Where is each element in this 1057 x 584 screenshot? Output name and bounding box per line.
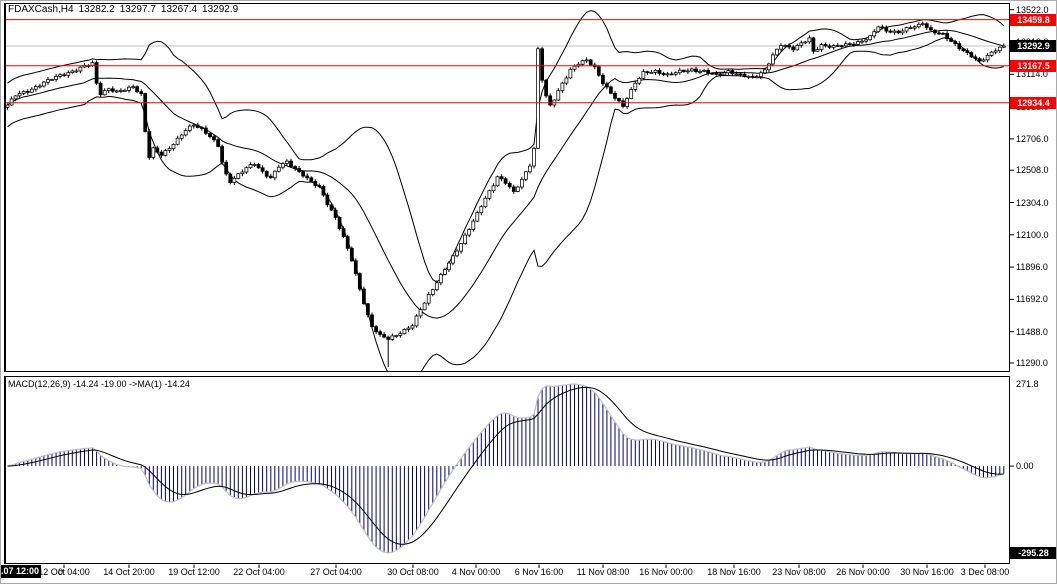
current-price-badge: 13292.9 — [1010, 40, 1056, 52]
time-tick-label: 18 Nov 16:00 — [707, 567, 761, 577]
hline-price-badge: 12934.4 — [1010, 97, 1056, 109]
time-tick-label: 27 Oct 04:00 — [310, 567, 362, 577]
price-tick-label: 12304.0 — [1016, 198, 1049, 208]
time-tick-label: 4 Nov 00:00 — [451, 567, 501, 577]
macd-axis-zero-label: 0.00 — [1016, 461, 1034, 471]
time-tick-label: 19 Oct 12:00 — [168, 567, 220, 577]
macd-min-badge: -295.28 — [1010, 547, 1056, 559]
macd-main-line — [7, 383, 1004, 554]
price-tick-label: 11692.0 — [1016, 294, 1048, 304]
macd-signal-line — [7, 386, 1004, 545]
macd-histogram — [11, 384, 1005, 553]
bollinger-upper-line — [7, 10, 1005, 283]
time-tick-label: 12 Oct 04:00 — [38, 567, 90, 577]
chart-title: FDAXCash,H4 13282.2 13297.7 13267.4 13292.9 — [8, 4, 238, 15]
quote-high: 13297.7 — [119, 4, 156, 15]
truncated-time-label: 0 — [58, 567, 64, 577]
price-tick-label: 12706.0 — [1016, 134, 1049, 144]
time-tick-label: 30 Nov 16:00 — [900, 567, 954, 577]
hline-price-badge: 13459.8 — [1010, 14, 1056, 26]
time-tick-label: 3 Dec 08:00 — [960, 567, 1010, 577]
candle-bodies — [5, 23, 1006, 340]
main-plot[interactable] — [4, 3, 1010, 387]
time-tick-label: 30 Oct 08:00 — [387, 567, 439, 577]
quote-close: 13292.9 — [202, 4, 239, 15]
time-tick-label: 26 Nov 00:00 — [836, 567, 890, 577]
candle-wicks — [7, 21, 1005, 367]
bollinger-lower-line — [7, 37, 1004, 371]
price-tick-label: 12508.0 — [1016, 165, 1049, 175]
price-tick-label: 13522.0 — [1016, 5, 1049, 15]
time-tick-label: 23 Nov 08:00 — [772, 567, 826, 577]
time-tick-label: 6 Nov 16:00 — [514, 567, 564, 577]
time-tick-label: 16 Nov 00:00 — [639, 567, 693, 577]
macd-indicator-label: MACD(12,26,9) -14.24 -19.00 ->MA(1) -14.… — [8, 379, 190, 389]
time-tick-label: 22 Oct 04:00 — [233, 567, 285, 577]
price-tick-label: 13114.0 — [1016, 69, 1048, 79]
horizontal-price-lines — [5, 19, 1009, 104]
quote-low: 13267.4 — [160, 4, 198, 15]
macd-axis-max-label: 271.8 — [1016, 379, 1039, 389]
hline-price-badge: 13167.5 — [1010, 60, 1056, 72]
price-tick-label: 11290.0 — [1016, 358, 1048, 368]
price-tick-label: 11896.0 — [1016, 262, 1048, 272]
bollinger-middle-line — [7, 29, 1004, 319]
price-tick-label: 12100.0 — [1016, 230, 1049, 240]
time-tick-label: 14 Oct 20:00 — [103, 567, 155, 577]
quote-open: 13282.2 — [78, 4, 115, 15]
macd-plot[interactable] — [4, 376, 1010, 564]
first-bar-time-badge: .07 12:00 — [1, 565, 42, 578]
symbol-timeframe: FDAXCash,H4 — [8, 4, 74, 15]
price-tick-label: 11488.0 — [1016, 327, 1048, 337]
time-tick-label: 11 Nov 08:00 — [576, 567, 630, 577]
